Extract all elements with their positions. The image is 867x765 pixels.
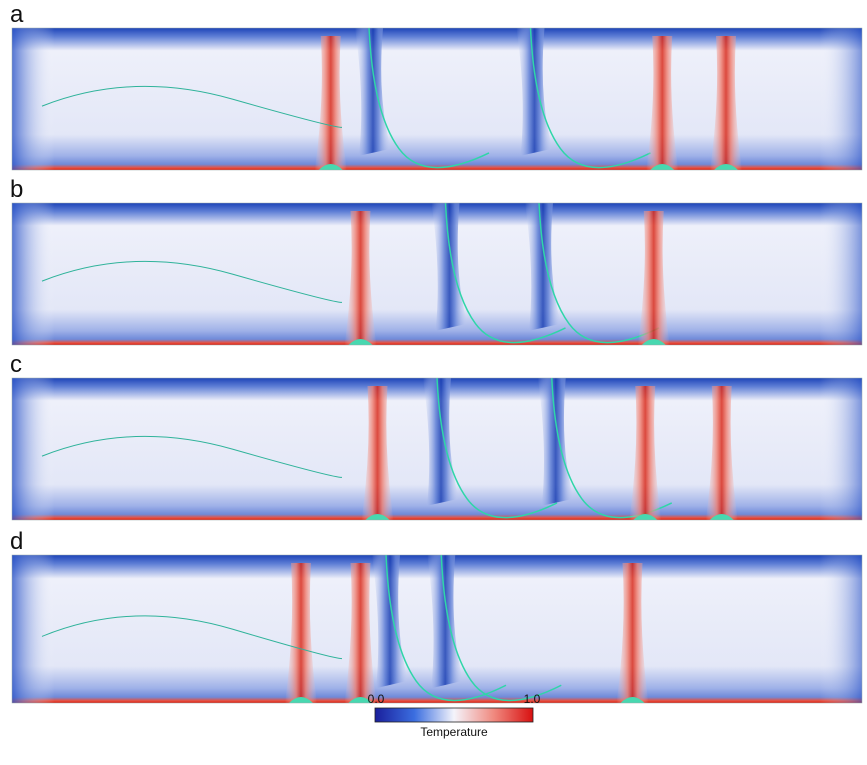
panel-label: b bbox=[10, 176, 23, 203]
panel-label: d bbox=[10, 528, 23, 555]
panel-label: c bbox=[10, 351, 22, 378]
colorbar-min: 0.0 bbox=[368, 692, 385, 706]
colorbar-gradient bbox=[375, 708, 533, 722]
colorbar-title: Temperature bbox=[420, 725, 488, 739]
panels: a b c d bbox=[10, 1, 862, 703]
panel-label: a bbox=[10, 1, 24, 28]
panel: c bbox=[10, 351, 862, 520]
colorbar-max: 1.0 bbox=[524, 692, 541, 706]
panel: d bbox=[10, 528, 862, 703]
panel: b bbox=[10, 176, 862, 345]
panel: a bbox=[10, 1, 862, 170]
figure: a b c d 0.0 1.0 Temperature bbox=[0, 0, 867, 765]
